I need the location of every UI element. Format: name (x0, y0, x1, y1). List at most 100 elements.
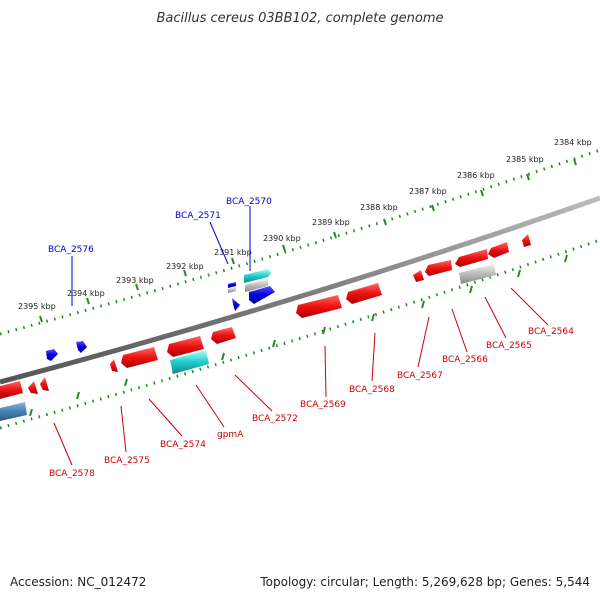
forward-gene-labels: BCA_2570 BCA_2571 BCA_2576 (48, 197, 272, 255)
label-bca-2574[interactable]: BCA_2574 (160, 440, 206, 450)
label-bca-2575[interactable]: BCA_2575 (104, 456, 150, 466)
tick-label-2389: 2389 kbp (312, 218, 350, 227)
gene-bca-2574[interactable] (167, 336, 204, 357)
tick-label-2392: 2392 kbp (166, 262, 204, 271)
label-bca-2570[interactable]: BCA_2570 (226, 197, 272, 207)
gene-bca-2569[interactable] (296, 295, 342, 318)
gene-bca-2572[interactable] (211, 327, 236, 344)
major-tick (564, 254, 568, 263)
major-tick (322, 326, 326, 335)
connector-bca-2566 (451, 308, 468, 353)
gene-edge-steel[interactable] (0, 402, 27, 421)
genome-backbone (0, 195, 600, 385)
tick-label-2385: 2385 kbp (506, 155, 544, 164)
label-bca-2571[interactable]: BCA_2571 (175, 211, 221, 221)
gene-bca-2566[interactable] (455, 249, 488, 267)
gene-small-reverse-c[interactable] (40, 377, 49, 391)
gene-forward-2577[interactable] (46, 349, 58, 361)
tick-labels: 2384 kbp 2385 kbp 2386 kbp 2387 kbp 2388… (18, 138, 592, 311)
connector-bca-2575 (120, 405, 127, 453)
gene-bca-2565[interactable] (488, 242, 509, 258)
connector-gpma (195, 384, 225, 428)
label-bca-2569[interactable]: BCA_2569 (300, 400, 346, 410)
major-tick (231, 257, 235, 265)
major-ticks-outer (39, 158, 577, 323)
major-tick (526, 173, 530, 181)
label-bca-2568[interactable]: BCA_2568 (349, 385, 395, 395)
major-tick (86, 297, 90, 305)
genome-summary-text: Topology: circular; Length: 5,269,628 bp… (259, 575, 590, 589)
major-tick (371, 313, 375, 322)
map-title: Bacillus cereus 03BB102, complete genome (156, 11, 443, 26)
reverse-strand-genes (0, 234, 531, 421)
label-gpma[interactable]: gpmA (217, 430, 244, 440)
gene-bca-2567[interactable] (425, 260, 452, 276)
connector-bca-2565 (484, 296, 507, 339)
major-tick (383, 218, 387, 226)
connector-bca-2578 (53, 422, 73, 466)
connector-bca-2564 (510, 287, 549, 326)
major-tick (431, 204, 435, 212)
gene-small-reverse-a[interactable] (413, 270, 424, 282)
tick-label-2390: 2390 kbp (263, 234, 301, 243)
connector-bca-2572 (234, 374, 273, 412)
reverse-label-connectors (53, 287, 549, 466)
connector-bca-2574 (148, 398, 183, 437)
tick-label-2387: 2387 kbp (409, 187, 447, 196)
gene-bca-2564[interactable] (522, 234, 531, 247)
gene-bca-2566-pseudo[interactable] (459, 264, 496, 284)
major-tick (517, 269, 521, 278)
gene-bca-2570-lower[interactable] (245, 279, 268, 292)
gene-bca-2576[interactable] (76, 341, 87, 353)
major-ticks-inner (29, 254, 568, 417)
label-bca-2572[interactable]: BCA_2572 (252, 414, 298, 424)
major-tick (469, 285, 473, 294)
gene-bca-2568[interactable] (346, 283, 382, 304)
major-tick (39, 315, 43, 323)
label-bca-2567[interactable]: BCA_2567 (397, 371, 443, 381)
major-tick (421, 300, 425, 309)
major-tick (333, 231, 337, 239)
tick-label-2395: 2395 kbp (18, 302, 56, 311)
connector-bca-2568 (371, 332, 376, 382)
connector-bca-2567 (417, 316, 430, 368)
label-bca-2566[interactable]: BCA_2566 (442, 355, 488, 365)
accession-text: Accession: NC_012472 (10, 575, 146, 589)
forward-label-connectors (71, 206, 251, 306)
major-tick (29, 408, 33, 417)
gene-gpma[interactable] (170, 350, 209, 374)
gene-bca-2571-lower[interactable] (228, 287, 236, 293)
major-tick (282, 244, 286, 252)
gene-bca-2571[interactable] (228, 282, 236, 288)
major-tick (221, 352, 225, 361)
tick-label-2386: 2386 kbp (457, 171, 495, 180)
gene-bca-2575[interactable] (121, 347, 158, 368)
major-tick (573, 158, 577, 166)
gene-edge-reverse[interactable] (0, 381, 23, 399)
tick-label-2384: 2384 kbp (554, 138, 592, 147)
tick-label-2388: 2388 kbp (360, 203, 398, 212)
tick-label-2393: 2393 kbp (116, 276, 154, 285)
gene-bca-2578[interactable] (28, 381, 38, 394)
label-bca-2565[interactable]: BCA_2565 (486, 341, 532, 351)
major-tick (135, 283, 139, 291)
tick-label-2394: 2394 kbp (67, 289, 105, 298)
gene-bca-2570-main[interactable] (249, 286, 275, 304)
gene-small-forward[interactable] (232, 298, 240, 311)
tick-label-2391: 2391 kbp (214, 248, 252, 257)
major-tick (76, 391, 80, 400)
major-tick (480, 189, 484, 197)
gene-small-reverse-b[interactable] (110, 359, 118, 372)
forward-strand-genes (46, 269, 275, 361)
connector-bca-2569 (324, 345, 327, 398)
major-tick (183, 269, 187, 277)
label-bca-2578[interactable]: BCA_2578 (49, 469, 95, 479)
gene-bca-2570[interactable] (244, 269, 271, 283)
label-bca-2564[interactable]: BCA_2564 (528, 327, 574, 337)
reverse-gene-labels: BCA_2564 BCA_2565 BCA_2566 BCA_2567 BCA_… (49, 327, 574, 479)
connector-bca-2571 (209, 221, 229, 265)
major-tick (124, 378, 128, 387)
major-tick (272, 339, 276, 348)
label-bca-2576[interactable]: BCA_2576 (48, 245, 94, 255)
